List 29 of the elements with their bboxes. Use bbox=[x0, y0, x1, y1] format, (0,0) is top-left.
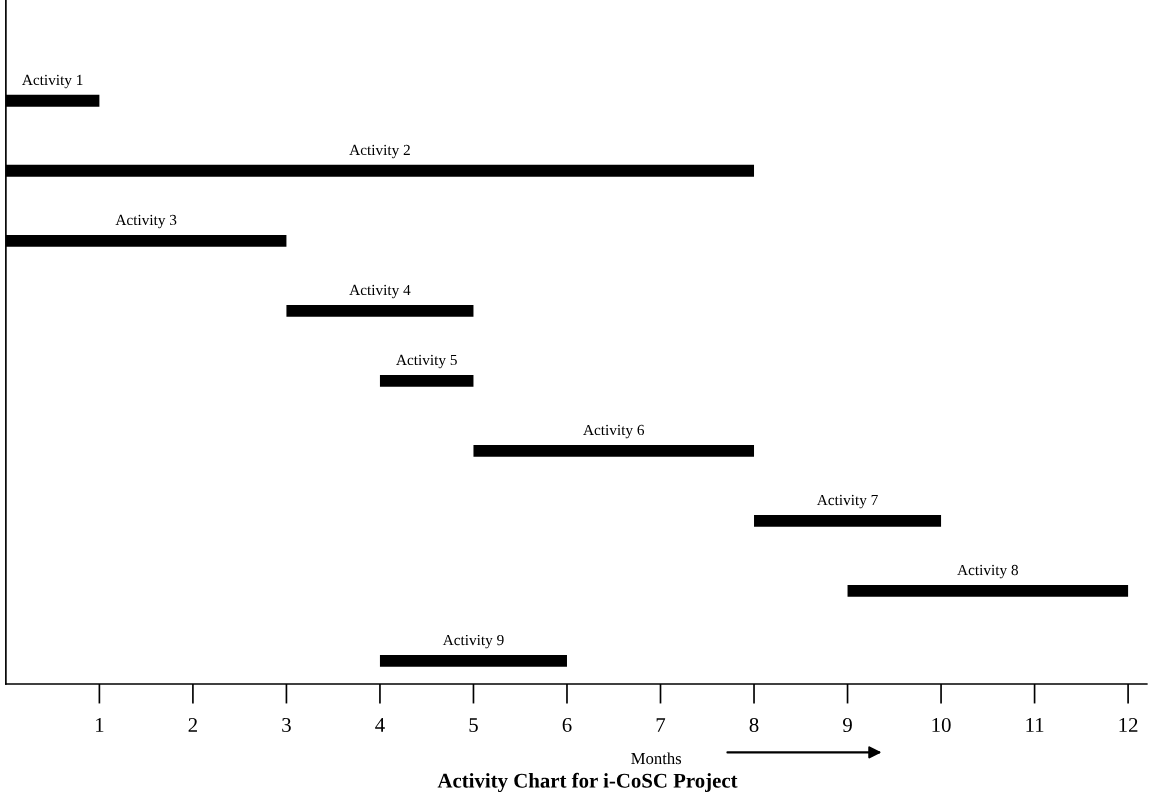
x-tick-label: 4 bbox=[375, 718, 385, 732]
x-tick-label: 1 bbox=[96, 718, 104, 732]
x-tick-label: 12 bbox=[1119, 718, 1138, 732]
x-tick-label: 11 bbox=[1026, 718, 1044, 732]
x-tick-label: 9 bbox=[843, 718, 852, 732]
x-tick-label: 10 bbox=[932, 717, 951, 732]
x-tick-label: 7 bbox=[656, 718, 666, 732]
x-tick-label: 3 bbox=[282, 718, 291, 732]
x-tick-label: 5 bbox=[469, 718, 478, 732]
y-tick-label: Activity 1 bbox=[22, 74, 83, 89]
y-tick-label: Activity 8 bbox=[957, 564, 1018, 579]
y-tick-label: Activity 9 bbox=[442, 634, 504, 649]
bar bbox=[847, 584, 1129, 597]
y-tick-label: Activity 3 bbox=[115, 214, 177, 229]
y-tick-label: Activity 5 bbox=[396, 354, 457, 369]
x-axis-title: Months bbox=[631, 752, 682, 765]
y-tick-label: Activity 2 bbox=[349, 144, 410, 159]
y-tick-label: Activity 6 bbox=[583, 424, 645, 439]
bar bbox=[379, 374, 474, 387]
bar bbox=[473, 444, 755, 457]
y-tick-label: Activity 4 bbox=[349, 284, 411, 299]
x-tick-label: 2 bbox=[188, 718, 197, 732]
y-tick-label: Activity 7 bbox=[816, 494, 878, 509]
x-tick-label: 8 bbox=[749, 717, 759, 732]
x-tick-label: 6 bbox=[562, 718, 572, 732]
bar bbox=[754, 514, 942, 527]
bar bbox=[286, 304, 474, 317]
text: Activity Chart for i-CoSC Project bbox=[437, 772, 738, 793]
bar bbox=[379, 654, 567, 667]
